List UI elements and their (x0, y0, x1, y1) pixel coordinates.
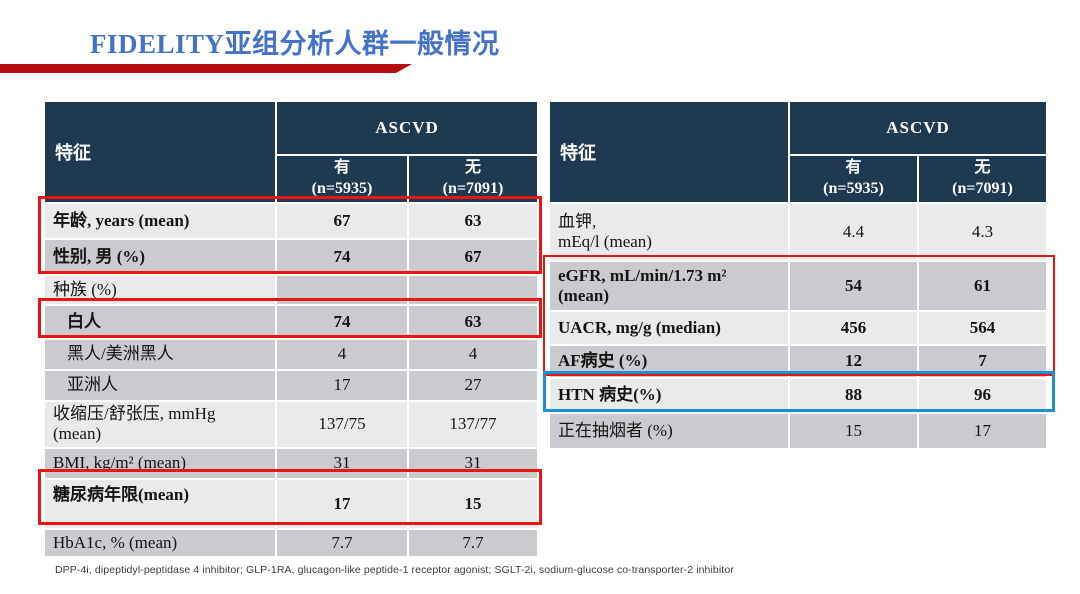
feature-column-header: 特征 (550, 102, 788, 202)
row-value-no-ascvd: 15 (409, 479, 537, 528)
row-value-has-ascvd: 7.7 (277, 529, 407, 556)
table-subheader-row: 有 (n=5935) 无 (n=7091) (550, 156, 1046, 202)
row-label: 白人 (45, 306, 275, 338)
row-label: BMI, kg/m² (mean) (45, 448, 275, 478)
table-row: 白人 74 63 (45, 306, 537, 338)
table-row: AF病史 (%) 12 7 (550, 346, 1046, 377)
row-value-has-ascvd: 67 (277, 204, 407, 238)
row-value-has-ascvd: 17 (277, 479, 407, 528)
row-label: 亚洲人 (45, 371, 275, 400)
table-row: 黑人/美洲黑人 4 4 (45, 340, 537, 369)
row-value-has-ascvd: 31 (277, 448, 407, 478)
table-row: 血钾, mEq/l (mean) 4.4 4.3 (550, 204, 1046, 260)
table-header-row: 特征 ASCVD (550, 102, 1046, 202)
row-label: UACR, mg/g (median) (550, 312, 788, 344)
table-row: BMI, kg/m² (mean) 31 31 (45, 448, 537, 478)
row-label: 血钾, mEq/l (mean) (550, 204, 788, 260)
row-value-no-ascvd: 7.7 (409, 529, 537, 556)
row-value-no-ascvd: 63 (409, 306, 537, 338)
row-value-has-ascvd: 15 (790, 414, 917, 448)
row-label: 性别, 男 (%) (45, 240, 275, 274)
table-row: eGFR, mL/min/1.73 m² (mean) 54 61 (550, 262, 1046, 310)
row-label: 年龄, years (mean) (45, 204, 275, 238)
row-value-has-ascvd: 17 (277, 371, 407, 400)
row-value-has-ascvd: 4 (277, 340, 407, 369)
table-row: 亚洲人 17 27 (45, 371, 537, 400)
table-subheader-row: 有 (n=5935) 无 (n=7091) (45, 156, 537, 202)
row-value-no-ascvd: 564 (919, 312, 1046, 344)
row-label: 黑人/美洲黑人 (45, 340, 275, 369)
feature-column-header: 特征 (45, 102, 275, 202)
table-header-row: 特征 ASCVD (45, 102, 537, 202)
row-label: 糖尿病年限(mean) (45, 479, 275, 528)
row-value-no-ascvd: 27 (409, 371, 537, 400)
row-value-has-ascvd: 12 (790, 346, 917, 377)
characteristics-table-right: 特征 ASCVD 有 (n=5935) 无 (n=7091) 血钾, mEq/l… (548, 100, 1048, 450)
row-value-no-ascvd: 4 (409, 340, 537, 369)
row-value-no-ascvd: 137/77 (409, 402, 537, 447)
row-label: 正在抽烟者 (%) (550, 414, 788, 448)
no-ascvd-column-header: 无 (n=7091) (919, 156, 1046, 202)
table-row: UACR, mg/g (median) 456 564 (550, 312, 1046, 344)
ascvd-group-header: ASCVD (277, 102, 537, 154)
row-value-has-ascvd: 456 (790, 312, 917, 344)
table-row: 年龄, years (mean) 67 63 (45, 204, 537, 238)
row-value-no-ascvd: 67 (409, 240, 537, 274)
row-label: HbA1c, % (mean) (45, 529, 275, 556)
row-value-has-ascvd: 74 (277, 306, 407, 338)
row-label: 种族 (%) (45, 276, 275, 304)
row-label: 收缩压/舒张压, mmHg (mean) (45, 402, 275, 447)
row-value-no-ascvd: 61 (919, 262, 1046, 310)
row-value-no-ascvd: 96 (919, 379, 1046, 412)
characteristics-table-left: 特征 ASCVD 有 (n=5935) 无 (n=7091) 年龄, years… (43, 100, 539, 558)
has-ascvd-column-header: 有 (n=5935) (790, 156, 917, 202)
row-value-has-ascvd: 88 (790, 379, 917, 412)
row-value-no-ascvd: 7 (919, 346, 1046, 377)
page-title: FIDELITY亚组分析人群一般情况 (90, 29, 500, 59)
footnote-abbreviations: DPP-4i, dipeptidyl-peptidase 4 inhibitor… (55, 564, 734, 576)
no-ascvd-column-header: 无 (n=7091) (409, 156, 537, 202)
row-value-has-ascvd: 137/75 (277, 402, 407, 447)
table-row: 正在抽烟者 (%) 15 17 (550, 414, 1046, 448)
row-value-no-ascvd: 63 (409, 204, 537, 238)
title-underline-bar (0, 64, 412, 73)
row-value-no-ascvd: 17 (919, 414, 1046, 448)
row-value-no-ascvd: 31 (409, 448, 537, 478)
has-ascvd-column-header: 有 (n=5935) (277, 156, 407, 202)
table-row: 性别, 男 (%) 74 67 (45, 240, 537, 274)
row-value-no-ascvd (409, 276, 537, 304)
row-value-has-ascvd: 4.4 (790, 204, 917, 260)
row-value-no-ascvd: 4.3 (919, 204, 1046, 260)
row-label: HTN 病史(%) (550, 379, 788, 412)
row-value-has-ascvd: 74 (277, 240, 407, 274)
table-row: HbA1c, % (mean) 7.7 7.7 (45, 529, 537, 556)
ascvd-group-header: ASCVD (790, 102, 1046, 154)
table-row: 种族 (%) (45, 276, 537, 304)
row-label: AF病史 (%) (550, 346, 788, 377)
row-value-has-ascvd: 54 (790, 262, 917, 310)
row-value-has-ascvd (277, 276, 407, 304)
table-row: 收缩压/舒张压, mmHg (mean) 137/75 137/77 (45, 402, 537, 447)
table-row: 糖尿病年限(mean) 17 15 (45, 479, 537, 528)
table-row: HTN 病史(%) 88 96 (550, 379, 1046, 412)
row-label: eGFR, mL/min/1.73 m² (mean) (550, 262, 788, 310)
